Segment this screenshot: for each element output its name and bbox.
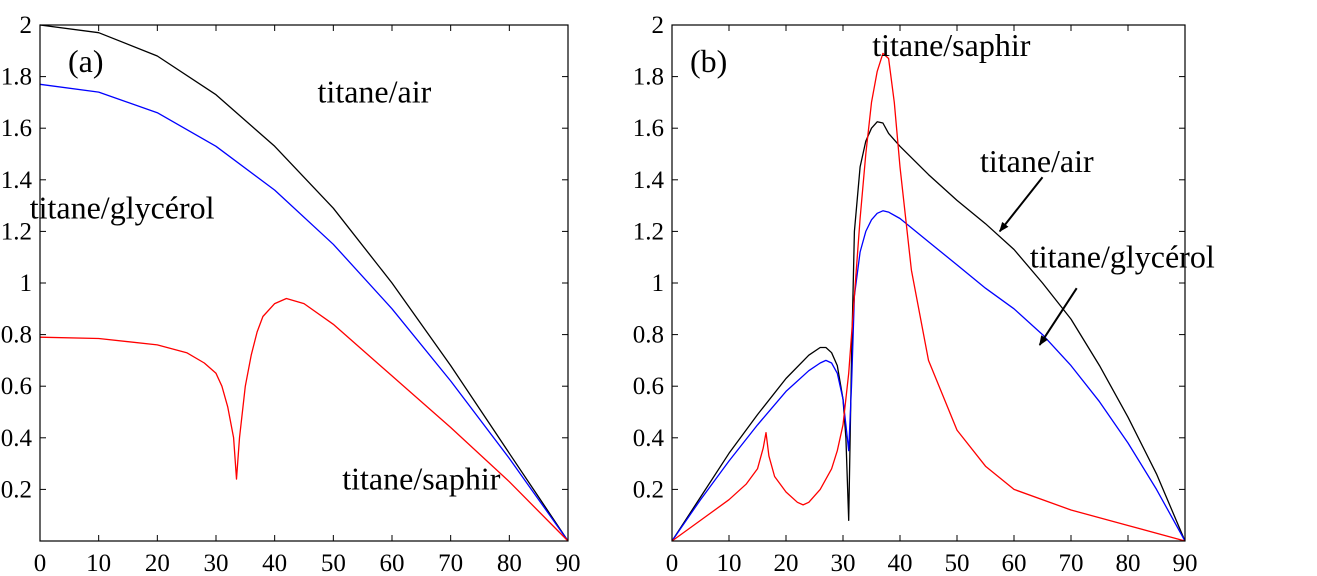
y-tick-label: 1.8 — [1, 64, 32, 91]
panel-label-b: (b) — [690, 43, 727, 79]
series-layer-a — [39, 24, 569, 542]
y-tick-label: 1 — [652, 270, 665, 297]
y-tick-label: 1.8 — [633, 64, 664, 91]
y-tick-label: 1.4 — [633, 167, 665, 194]
y-tick-label: 0.6 — [633, 373, 664, 400]
y-tick-label: 0.8 — [1, 322, 32, 349]
annotation-label: titane/glycérol — [30, 190, 215, 226]
y-tick-label: 1.6 — [633, 115, 664, 142]
x-tick-label: 40 — [888, 550, 913, 576]
ticks-layer-a: 0 10 20 30 40 50 60 70 80 90 0.2 0.4 0.6 0.8 1 1.2 1.4 1.… — [1, 12, 581, 576]
annotation-arrow — [998, 176, 1044, 233]
y-tick-label: 1.2 — [1, 218, 32, 245]
y-tick-label: 1.4 — [1, 167, 33, 194]
x-tick-label: 60 — [380, 550, 405, 576]
annotation-label: titane/air — [980, 143, 1094, 179]
annotations-a: titane/air titane/glycérol titane/saphir — [30, 73, 501, 496]
plot-frame-b — [671, 24, 1186, 542]
x-tick-label: 20 — [774, 550, 799, 576]
annotations-b: titane/saphir titane/air titane/glycérol — [872, 27, 1215, 346]
y-tick-label: 1.2 — [633, 218, 664, 245]
x-tick-label: 90 — [1173, 550, 1198, 576]
x-tick-label: 80 — [497, 550, 522, 576]
annotation-label: titane/saphir — [872, 27, 1031, 63]
y-tick-label: 0.4 — [633, 425, 665, 452]
series-line-titane-glyc-rol-b — [671, 210, 1186, 542]
y-tick-label: 0.2 — [1, 476, 32, 503]
y-tick-label: 1 — [20, 270, 33, 297]
series-line-titane-saphir-a — [39, 297, 569, 542]
annotation-label: titane/air — [318, 73, 432, 109]
y-tick-label: 1.6 — [1, 115, 32, 142]
series-line-titane-glyc-rol-a — [39, 83, 569, 542]
chart-panel-b: 0 10 20 30 40 50 60 70 80 90 0.2 0.4 0.6 0.8 1 1.2 1.4 1.… — [633, 12, 1215, 576]
y-tick-label: 2 — [20, 12, 33, 39]
y-tick-label: 0.6 — [1, 373, 32, 400]
annotation-arrow — [1038, 287, 1078, 346]
x-tick-label: 10 — [717, 550, 742, 576]
x-tick-label: 40 — [262, 550, 287, 576]
x-tick-label: 90 — [556, 550, 581, 576]
x-tick-label: 30 — [831, 550, 856, 576]
x-tick-label: 70 — [1059, 550, 1084, 576]
y-tick-label: 0.4 — [1, 425, 33, 452]
panel-label-a: (a) — [68, 43, 104, 79]
series-line-titane-air-b — [671, 121, 1186, 542]
x-tick-label: 80 — [1116, 550, 1141, 576]
annotation-label: titane/saphir — [342, 460, 501, 496]
x-tick-label: 20 — [145, 550, 170, 576]
x-tick-label: 60 — [1002, 550, 1027, 576]
series-layer-b — [671, 52, 1186, 542]
x-tick-label: 10 — [86, 550, 111, 576]
x-tick-label: 0 — [34, 550, 47, 576]
x-tick-label: 50 — [945, 550, 970, 576]
y-tick-label: 2 — [652, 12, 665, 39]
series-line-titane-air-a — [39, 24, 569, 542]
x-tick-label: 70 — [438, 550, 463, 576]
y-tick-label: 0.8 — [633, 322, 664, 349]
y-tick-label: 0.2 — [633, 476, 664, 503]
ticks-layer-b: 0 10 20 30 40 50 60 70 80 90 0.2 0.4 0.6 0.8 1 1.2 1.4 1.… — [633, 12, 1198, 576]
x-tick-label: 0 — [666, 550, 679, 576]
x-tick-label: 30 — [204, 550, 229, 576]
x-tick-label: 50 — [321, 550, 346, 576]
chart-panel-a: 0 10 20 30 40 50 60 70 80 90 0.2 0.4 0.6 0.8 1 1.2 1.4 1.… — [1, 12, 581, 576]
series-line-titane-saphir-b — [671, 52, 1186, 542]
annotation-label: titane/glycérol — [1030, 239, 1215, 275]
